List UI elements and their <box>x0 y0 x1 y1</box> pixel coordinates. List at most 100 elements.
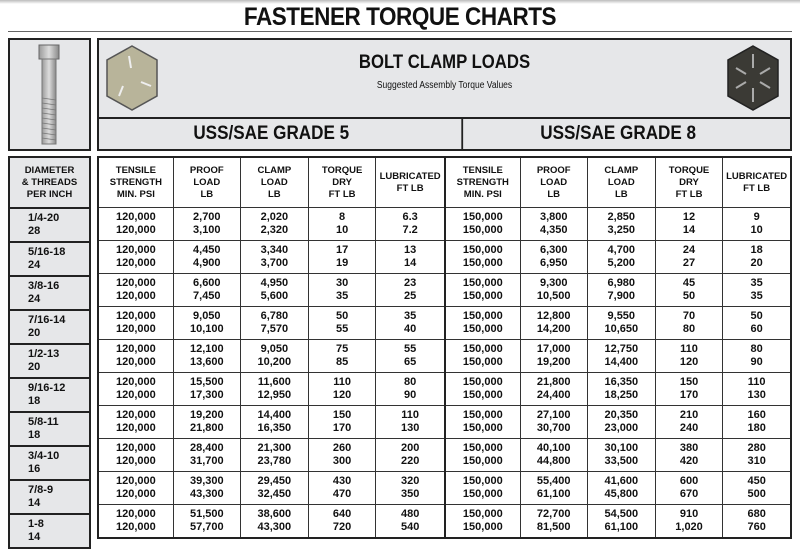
fine-value: 43,300 <box>257 521 292 533</box>
coarse-value: 680 <box>747 508 766 520</box>
grade5-cell: 640 720 <box>307 504 377 539</box>
grade5-cell: 120,000 120,000 <box>97 240 174 274</box>
fine-value: 57,700 <box>189 521 224 533</box>
fine-value: 120,000 <box>115 224 156 236</box>
fine-value: 10,650 <box>604 323 639 335</box>
coarse-value: 600 <box>679 475 699 487</box>
coarse-value: 640 <box>332 508 352 520</box>
fine-value: 720 <box>332 521 352 533</box>
fine-value: 6,950 <box>539 257 568 269</box>
coarse-value: 8 <box>339 211 346 223</box>
fine-value: 150,000 <box>462 389 503 401</box>
coarse-value: 35 <box>404 310 417 322</box>
coarse-value: 320 <box>400 475 420 487</box>
coarse-thread: 7/8-9 <box>28 484 54 496</box>
fine-value: 90 <box>404 389 417 401</box>
coarse-value: 12 <box>682 211 696 223</box>
coarse-value: 50 <box>335 310 349 322</box>
grade5-column-header: CLAMP LOAD LB <box>239 156 309 208</box>
fine-thread: 18 <box>28 429 41 441</box>
coarse-value: 14,400 <box>257 409 292 421</box>
fine-value: 40 <box>404 323 417 335</box>
grade5-cell: 28,400 31,700 <box>172 438 241 472</box>
header-line: & THREADS <box>21 176 78 188</box>
fine-value: 150,000 <box>462 257 503 269</box>
grade8-cell: 70 80 <box>654 306 724 340</box>
header-line: LUBRICATED <box>379 170 441 182</box>
coarse-value: 9,550 <box>607 310 636 322</box>
grade8-cell: 4,700 5,200 <box>586 240 656 274</box>
grade5-cell: 2,020 2,320 <box>239 207 309 241</box>
coarse-thread: 5/16-18 <box>28 246 66 258</box>
grade8-cell: 12,800 14,200 <box>519 306 588 340</box>
grade8-cell: 24 27 <box>654 240 724 274</box>
fine-thread: 20 <box>28 361 41 373</box>
grade8-cell: 150,000 150,000 <box>443 471 521 505</box>
grade8-cell: 72,700 81,500 <box>519 504 588 539</box>
fine-value: 14,400 <box>604 356 639 368</box>
diameter-row: 7/16-14 20 <box>8 309 91 345</box>
grade8-cell: 150,000 150,000 <box>443 438 521 472</box>
coarse-value: 4,950 <box>260 277 289 289</box>
grade5-cell: 80 90 <box>375 372 446 406</box>
coarse-value: 150 <box>332 409 352 421</box>
grade8-cell: 30,100 33,500 <box>586 438 656 472</box>
header-line: LOAD <box>540 176 568 188</box>
grade5-cell: 120,000 120,000 <box>97 339 174 373</box>
coarse-value: 150,000 <box>462 310 503 322</box>
coarse-value: 150,000 <box>462 442 503 454</box>
grade5-cell: 430 470 <box>307 471 377 505</box>
grade5-cell: 150 170 <box>307 405 377 439</box>
fine-thread: 24 <box>28 259 41 271</box>
diameter-cell: 9/16-12 18 <box>8 377 91 413</box>
diameter-row: 1-8 14 <box>8 513 91 549</box>
fine-value: 5,600 <box>260 290 289 302</box>
header-line: FT LB <box>743 182 771 194</box>
grade5-cell: 4,450 4,900 <box>172 240 241 274</box>
diameter-row: 1/4-20 28 <box>8 207 91 243</box>
grade5-cell: 120,000 120,000 <box>97 438 174 472</box>
coarse-value: 200 <box>400 442 420 454</box>
fine-value: 3,250 <box>607 224 636 236</box>
header-line: TENSILE <box>115 164 156 176</box>
diameter-row: 7/8-9 14 <box>8 479 91 515</box>
fine-value: 670 <box>679 488 699 500</box>
grade8-cell: 21,800 24,400 <box>519 372 588 406</box>
grade8-cell: 3,800 4,350 <box>519 207 588 241</box>
grade5-cell: 320 350 <box>375 471 446 505</box>
header-line: TENSILE <box>462 164 503 176</box>
grade8-cell: 150,000 150,000 <box>443 405 521 439</box>
bolt-image-panel <box>8 38 91 151</box>
fine-value: 7,450 <box>193 290 221 302</box>
fine-value: 20 <box>750 257 763 269</box>
coarse-value: 120,000 <box>115 442 156 454</box>
grade5-column-header: TORQUE DRY FT LB <box>307 156 377 208</box>
grade8-column-header: CLAMP LOAD LB <box>586 156 656 208</box>
fine-value: 120 <box>332 389 352 401</box>
fine-value: 300 <box>332 455 352 467</box>
coarse-value: 12,100 <box>189 343 224 355</box>
header-line: LB <box>200 188 214 200</box>
fine-value: 150,000 <box>462 323 503 335</box>
fine-value: 4,350 <box>539 224 568 236</box>
coarse-value: 55,400 <box>536 475 571 487</box>
coarse-value: 110 <box>401 409 419 421</box>
fine-value: 240 <box>679 422 699 434</box>
grade5-cell: 120,000 120,000 <box>97 306 174 340</box>
fine-value: 25 <box>404 290 417 302</box>
diameter-row: 3/4-10 16 <box>8 445 91 481</box>
grade8-cell: 150,000 150,000 <box>443 240 521 274</box>
coarse-value: 120,000 <box>115 475 156 487</box>
grade5-cell: 38,600 43,300 <box>239 504 309 539</box>
fine-value: 130 <box>400 422 420 434</box>
fine-value: 65 <box>404 356 417 368</box>
grade8-cell: 9,300 10,500 <box>519 273 588 307</box>
coarse-value: 450 <box>747 475 766 487</box>
grade5-cell: 17 19 <box>307 240 377 274</box>
header-line: LOAD <box>607 176 635 188</box>
coarse-value: 17 <box>335 244 349 256</box>
grade8-cell: 150,000 150,000 <box>443 306 521 340</box>
grade8-cell: 150,000 150,000 <box>443 372 521 406</box>
fine-value: 10 <box>335 224 349 236</box>
fine-value: 43,300 <box>189 488 224 500</box>
